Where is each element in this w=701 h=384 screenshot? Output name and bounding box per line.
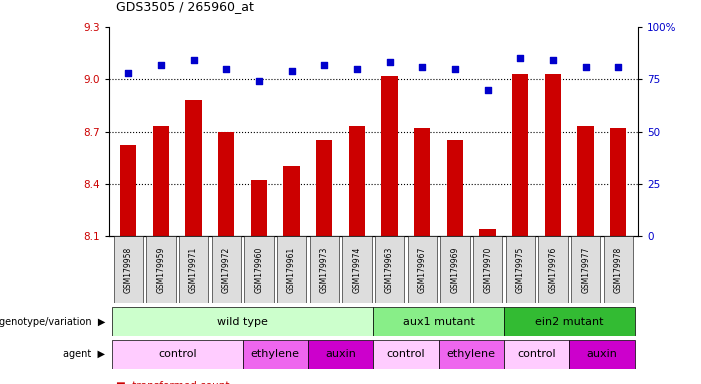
FancyBboxPatch shape: [473, 236, 503, 303]
Bar: [153, 126, 169, 236]
Text: aux1 mutant: aux1 mutant: [402, 316, 475, 327]
FancyBboxPatch shape: [374, 307, 504, 336]
Text: GDS3505 / 265960_at: GDS3505 / 265960_at: [116, 0, 254, 13]
FancyBboxPatch shape: [374, 340, 439, 369]
FancyBboxPatch shape: [571, 236, 600, 303]
Text: GSM179967: GSM179967: [418, 247, 427, 293]
Bar: [545, 74, 561, 236]
Text: GSM179972: GSM179972: [222, 247, 231, 293]
Point: [580, 64, 591, 70]
Text: control: control: [158, 349, 196, 359]
Text: GSM179971: GSM179971: [189, 247, 198, 293]
FancyBboxPatch shape: [147, 236, 176, 303]
FancyBboxPatch shape: [407, 236, 437, 303]
Bar: [120, 146, 137, 236]
FancyBboxPatch shape: [179, 236, 208, 303]
Text: GSM179976: GSM179976: [548, 247, 557, 293]
Point: [319, 61, 330, 68]
Text: GSM179970: GSM179970: [483, 247, 492, 293]
Text: GSM179960: GSM179960: [254, 247, 264, 293]
Point: [286, 68, 297, 74]
Point: [351, 66, 362, 72]
FancyBboxPatch shape: [212, 236, 241, 303]
Text: auxin: auxin: [587, 349, 618, 359]
Text: GSM179958: GSM179958: [124, 247, 132, 293]
Point: [123, 70, 134, 76]
Text: GSM179974: GSM179974: [353, 247, 362, 293]
FancyBboxPatch shape: [244, 236, 273, 303]
Point: [416, 64, 428, 70]
FancyBboxPatch shape: [439, 340, 504, 369]
Text: GSM179959: GSM179959: [156, 247, 165, 293]
Point: [156, 61, 167, 68]
Bar: [512, 74, 529, 236]
Text: agent  ▶: agent ▶: [63, 349, 105, 359]
Point: [613, 64, 624, 70]
Point: [253, 78, 264, 84]
Bar: [283, 166, 300, 236]
Text: GSM179961: GSM179961: [287, 247, 296, 293]
Point: [384, 60, 395, 66]
Text: GSM179978: GSM179978: [614, 247, 622, 293]
FancyBboxPatch shape: [538, 236, 568, 303]
FancyBboxPatch shape: [604, 236, 633, 303]
Text: GSM179973: GSM179973: [320, 247, 329, 293]
Point: [515, 55, 526, 61]
Bar: [414, 128, 430, 236]
Text: ■  transformed count: ■ transformed count: [116, 381, 229, 384]
Text: ethylene: ethylene: [251, 349, 300, 359]
FancyBboxPatch shape: [504, 340, 569, 369]
FancyBboxPatch shape: [310, 236, 339, 303]
Point: [449, 66, 461, 72]
Text: ethylene: ethylene: [447, 349, 496, 359]
Text: control: control: [517, 349, 556, 359]
Text: genotype/variation  ▶: genotype/variation ▶: [0, 316, 105, 327]
FancyBboxPatch shape: [504, 307, 634, 336]
FancyBboxPatch shape: [505, 236, 535, 303]
FancyBboxPatch shape: [112, 340, 243, 369]
FancyBboxPatch shape: [342, 236, 372, 303]
Text: GSM179975: GSM179975: [516, 247, 525, 293]
Point: [221, 66, 232, 72]
Text: wild type: wild type: [217, 316, 268, 327]
Bar: [610, 128, 627, 236]
Text: GSM179963: GSM179963: [385, 247, 394, 293]
FancyBboxPatch shape: [308, 340, 374, 369]
Bar: [381, 76, 397, 236]
Text: GSM179977: GSM179977: [581, 247, 590, 293]
FancyBboxPatch shape: [243, 340, 308, 369]
Text: auxin: auxin: [325, 349, 356, 359]
FancyBboxPatch shape: [112, 307, 374, 336]
FancyBboxPatch shape: [277, 236, 306, 303]
Point: [482, 87, 494, 93]
FancyBboxPatch shape: [569, 340, 634, 369]
Text: GSM179969: GSM179969: [451, 247, 459, 293]
Bar: [447, 140, 463, 236]
Bar: [251, 180, 267, 236]
Bar: [218, 132, 234, 236]
FancyBboxPatch shape: [114, 236, 143, 303]
FancyBboxPatch shape: [375, 236, 404, 303]
Point: [547, 57, 559, 63]
Text: ein2 mutant: ein2 mutant: [535, 316, 604, 327]
Bar: [349, 126, 365, 236]
FancyBboxPatch shape: [440, 236, 470, 303]
Point: [188, 57, 199, 63]
Bar: [316, 140, 332, 236]
Text: control: control: [387, 349, 426, 359]
Bar: [479, 229, 496, 236]
Bar: [186, 100, 202, 236]
Bar: [578, 126, 594, 236]
